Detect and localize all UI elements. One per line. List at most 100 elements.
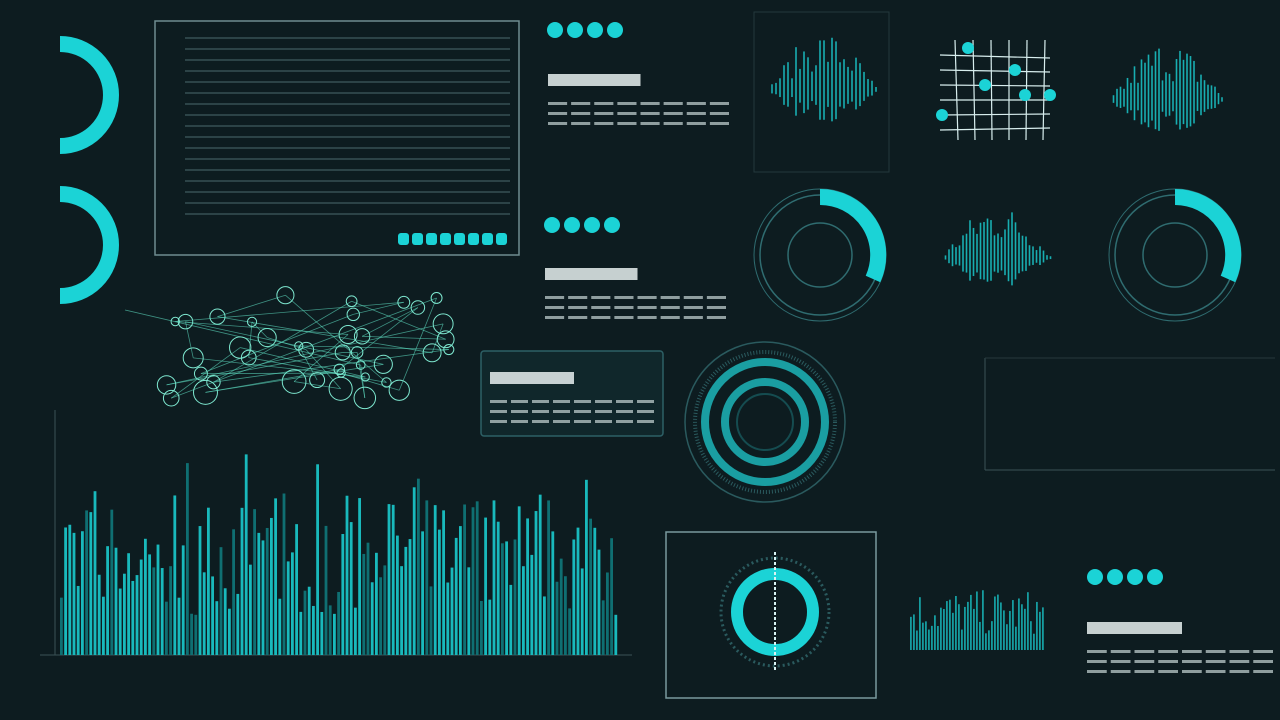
grid-scribble: [990, 39, 993, 141]
text-glyphs: [548, 122, 568, 125]
bar: [543, 596, 546, 655]
ring: [1142, 222, 1208, 288]
grid-scribble: [1042, 39, 1046, 141]
bar: [480, 600, 483, 655]
bar: [517, 506, 521, 655]
bar: [118, 588, 122, 655]
bar: [148, 554, 151, 655]
bar: [547, 500, 550, 655]
text-glyphs: [709, 102, 729, 105]
pill: [468, 233, 479, 245]
text-glyphs: [1253, 650, 1273, 653]
bar: [492, 500, 496, 655]
node-ring: [345, 295, 358, 308]
grid-scribble: [972, 39, 976, 141]
text-glyphs: [574, 420, 591, 423]
bar: [597, 549, 601, 655]
bar: [568, 608, 571, 655]
node-ring: [281, 369, 307, 394]
link: [398, 297, 437, 391]
gauge-arc: [1174, 188, 1242, 283]
bar: [223, 588, 227, 655]
node-ring: [192, 379, 218, 405]
bar: [270, 517, 273, 655]
bar: [253, 509, 256, 655]
small-bar: [919, 597, 921, 650]
text-glyphs: [614, 306, 634, 309]
ring: [701, 358, 829, 486]
text-glyphs: [640, 102, 660, 105]
small-bar: [1027, 592, 1029, 650]
link: [205, 363, 384, 393]
small-bar: [910, 616, 912, 650]
text-glyphs: [686, 112, 706, 115]
bar: [152, 567, 156, 655]
bar: [131, 580, 135, 655]
small-bar: [979, 621, 981, 650]
bar: [207, 507, 210, 655]
dot: [1147, 569, 1163, 585]
text-glyphs: [571, 112, 591, 115]
bar: [60, 597, 63, 655]
bar: [576, 527, 580, 655]
bar: [404, 546, 408, 655]
small-bar: [940, 607, 942, 650]
text-glyphs: [548, 102, 568, 105]
bar: [349, 522, 353, 655]
bar: [463, 504, 466, 655]
node-ring: [229, 336, 252, 359]
bar: [446, 582, 450, 655]
small-bar: [970, 594, 972, 650]
text-glyphs: [637, 316, 657, 319]
text-glyphs: [511, 400, 528, 403]
text-glyphs: [490, 400, 507, 403]
node-ring: [373, 354, 393, 374]
bar: [232, 529, 235, 655]
text-glyphs: [640, 122, 660, 125]
bar: [354, 607, 357, 655]
bar: [76, 585, 80, 655]
bar: [450, 567, 454, 655]
bar: [165, 601, 168, 655]
small-bar: [928, 629, 930, 650]
bar: [93, 491, 97, 655]
text-glyphs: [683, 316, 703, 319]
ring-gauge: [753, 188, 887, 322]
grid-scribble: [939, 54, 1051, 59]
text-glyphs: [1158, 670, 1178, 673]
link: [213, 300, 352, 383]
bar: [320, 611, 324, 655]
bar: [257, 532, 261, 655]
bar: [614, 614, 618, 655]
bar: [144, 538, 147, 655]
dot: [567, 22, 583, 38]
text-glyphs: [637, 306, 657, 309]
link: [248, 321, 253, 358]
text-glyphs: [591, 316, 611, 319]
text-glyphs: [1110, 670, 1131, 673]
small-bar: [1024, 608, 1026, 650]
text-glyphs: [545, 306, 565, 309]
bar: [282, 493, 286, 655]
small-bar: [967, 601, 969, 650]
dot: [1107, 569, 1123, 585]
bar: [484, 517, 487, 655]
bar: [538, 494, 542, 655]
ring: [721, 378, 809, 466]
bar: [580, 568, 584, 655]
ring: [736, 393, 794, 451]
text-glyphs: [553, 420, 570, 423]
bar: [85, 510, 88, 655]
panel: [753, 11, 890, 173]
dot: [547, 22, 563, 38]
link: [356, 352, 366, 398]
text-glyphs: [709, 112, 729, 115]
bar: [307, 586, 311, 655]
bar: [110, 509, 114, 655]
text-glyphs: [1134, 670, 1155, 673]
text-glyphs: [1205, 660, 1226, 663]
ring: [719, 556, 831, 668]
bar: [190, 613, 193, 655]
text-glyphs: [637, 296, 657, 299]
bar: [589, 518, 592, 655]
